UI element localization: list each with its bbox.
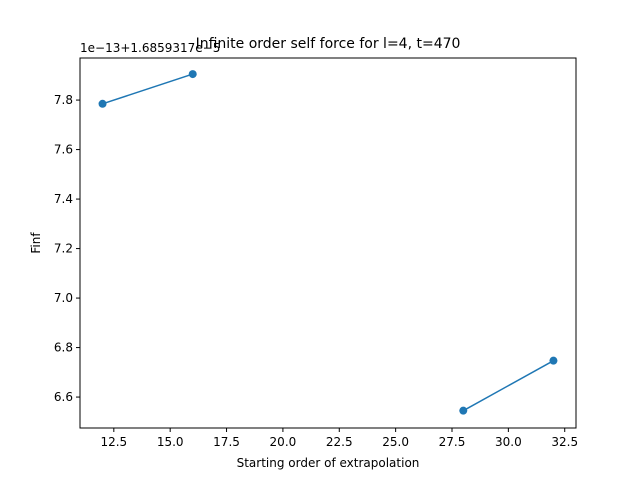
y-axis: 6.6 6.8 7.0 7.2 7.4 7.6 7.8: [54, 93, 80, 404]
axes-frame: [79, 57, 577, 429]
y-tick-label: 6.8: [54, 341, 73, 355]
x-tick-label: 20.0: [270, 435, 297, 449]
x-tick-label: 25.0: [382, 435, 409, 449]
chart-title: Infinite order self force for l=4, t=470: [196, 36, 461, 52]
y-offset-text: 1e−13+1.6859317e−5: [80, 41, 220, 55]
series-line: [102, 73, 193, 105]
x-tick-label: 15.0: [157, 435, 184, 449]
series-line: [462, 360, 554, 412]
y-axis-label: Finf: [29, 232, 43, 254]
y-tick-label: 7.2: [54, 242, 73, 256]
x-tick-label: 22.5: [326, 435, 353, 449]
data-point: [188, 70, 197, 79]
y-tick-label: 7.6: [54, 143, 73, 157]
data-point: [549, 356, 558, 365]
x-tick-label: 17.5: [213, 435, 240, 449]
plot-area: [98, 70, 558, 415]
y-tick-label: 7.4: [54, 192, 73, 206]
y-tick-label: 7.8: [54, 93, 73, 107]
y-tick-label: 6.6: [54, 390, 73, 404]
x-tick-label: 32.5: [551, 435, 578, 449]
y-tick-label: 7.0: [54, 291, 73, 305]
data-point: [459, 406, 468, 415]
x-tick-label: 30.0: [495, 435, 522, 449]
x-tick-label: 12.5: [100, 435, 127, 449]
x-axis-label: Starting order of extrapolation: [237, 456, 420, 470]
x-tick-label: 27.5: [439, 435, 466, 449]
data-point: [98, 99, 107, 108]
x-axis: 12.5 15.0 17.5 20.0 22.5 25.0 27.5 30.0 32.5: [100, 428, 578, 449]
